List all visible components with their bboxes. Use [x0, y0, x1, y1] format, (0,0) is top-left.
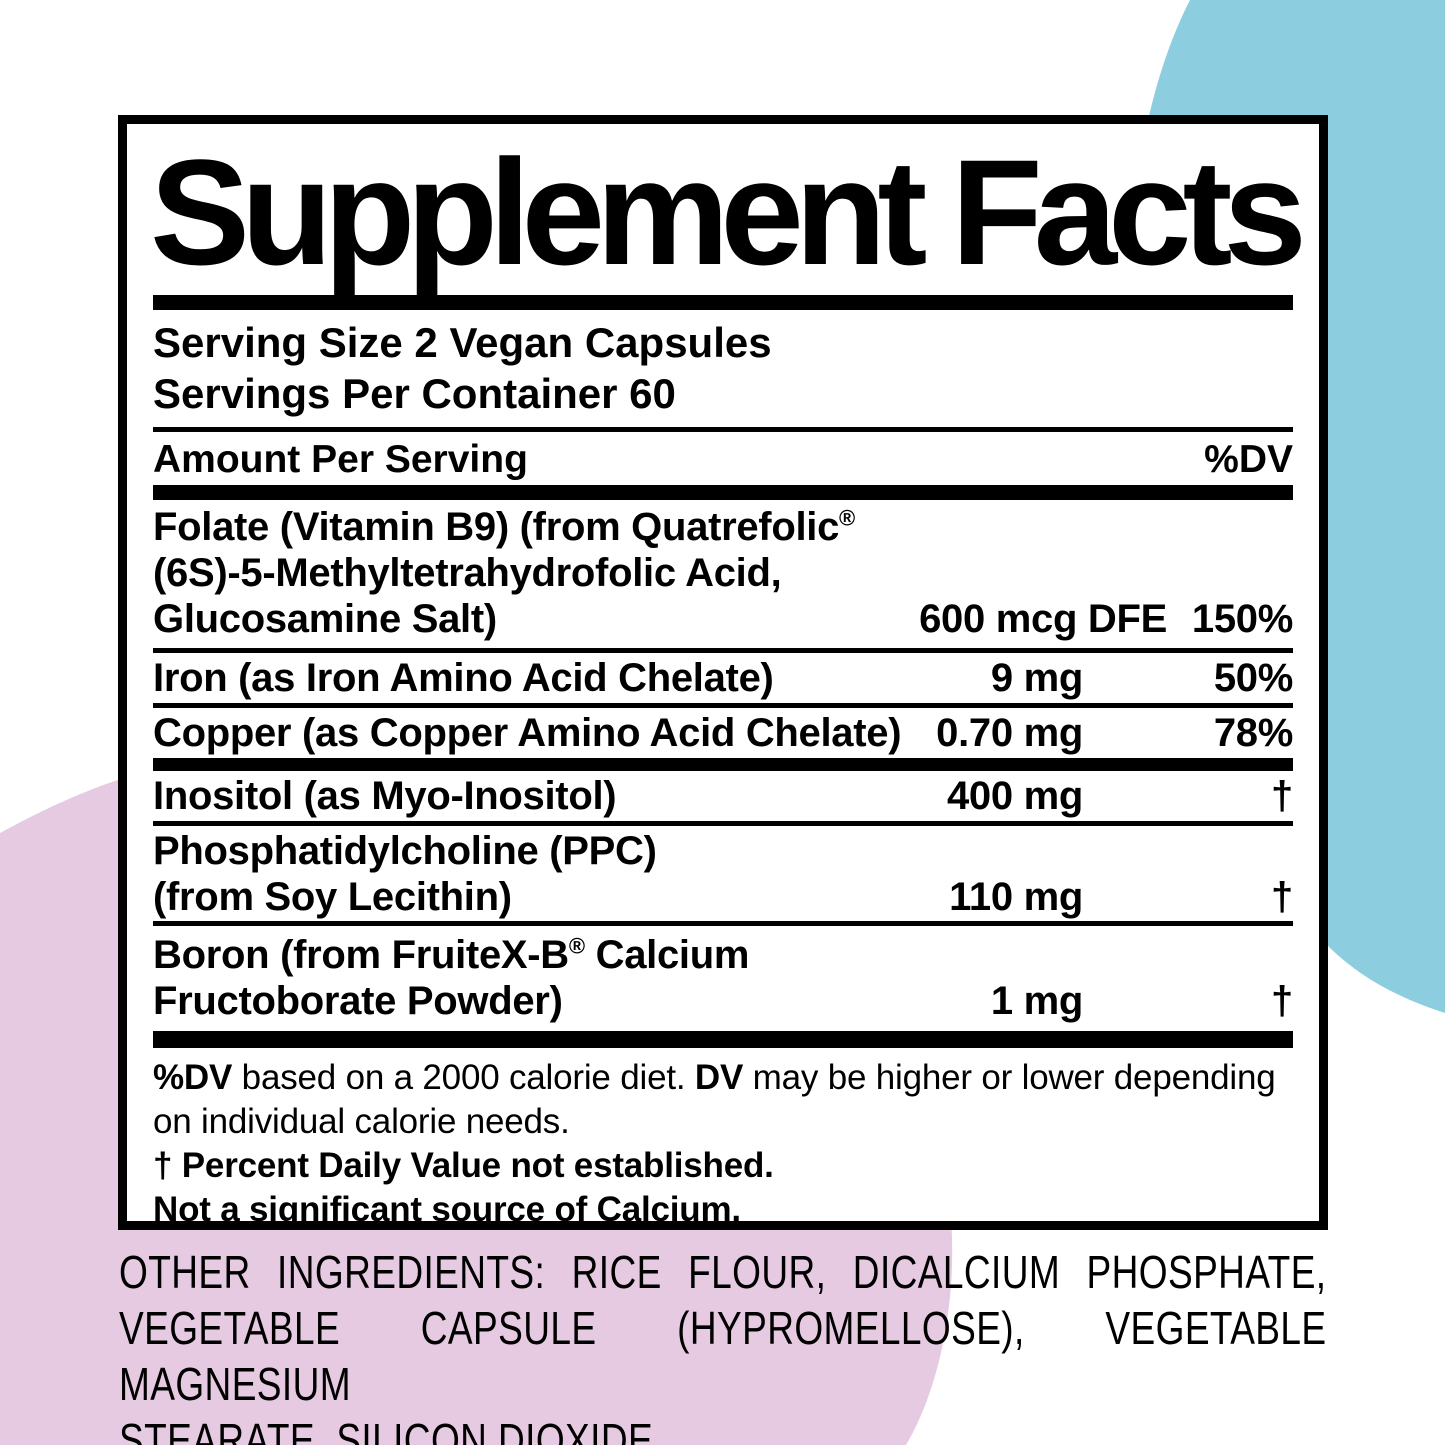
nutrient-amount: 110 mg	[949, 875, 1083, 919]
nutrient-dv: †	[1271, 875, 1293, 919]
percent-dv-header: %DV	[1204, 438, 1293, 481]
divider-thick	[153, 1031, 1293, 1048]
other-ingredients-line: STEARATE, SILICON DIOXIDE.	[119, 1414, 664, 1445]
nutrient-name: Iron (as Iron Amino Acid Chelate)	[153, 655, 991, 701]
nutrient-name: Folate (Vitamin B9) (from Quatrefolic® (…	[153, 504, 919, 642]
divider	[153, 821, 1293, 826]
dagger-footnote: † Percent Daily Value not established.	[153, 1146, 774, 1185]
other-ingredients-line: OTHER INGREDIENTS: RICE FLOUR, DICALCIUM…	[119, 1246, 1327, 1298]
nutrient-amount: 600 mcg DFE	[919, 597, 1167, 641]
footnotes: %DV based on a 2000 calorie diet. DV may…	[153, 1048, 1293, 1229]
nutrient-dv: †	[1271, 774, 1293, 818]
nutrient-row-copper: Copper (as Copper Amino Acid Chelate) 0.…	[153, 708, 1293, 758]
nutrient-name-line: (from Soy Lecithin)	[153, 875, 512, 919]
divider	[153, 921, 1293, 926]
nutrient-row-iron: Iron (as Iron Amino Acid Chelate) 9 mg 5…	[153, 653, 1293, 703]
registered-mark: ®	[568, 933, 585, 959]
nutrient-amount: 400 mg	[946, 774, 1083, 818]
nutrient-name: Boron (from FruiteX-B® Calcium Fructobor…	[153, 932, 991, 1024]
servings-per-container: Servings Per Container 60	[153, 370, 676, 417]
nutrient-name: Inositol (as Myo-Inositol)	[153, 773, 947, 819]
divider	[153, 648, 1293, 653]
nutrient-dv: †	[1271, 979, 1293, 1023]
nutrient-amount: 9 mg	[990, 656, 1083, 700]
nutrient-name-line: Phosphatidylcholine (PPC)	[153, 829, 657, 873]
divider-thick	[153, 758, 1293, 771]
nutrient-name-line: Inositol (as Myo-Inositol)	[153, 774, 617, 818]
nutrient-row-inositol: Inositol (as Myo-Inositol) 400 mg †	[153, 771, 1293, 821]
divider-thick	[153, 485, 1293, 500]
nutrient-dv: 50%	[1213, 656, 1293, 700]
divider-under-title	[153, 295, 1293, 310]
column-header-row: Amount Per Serving %DV	[153, 432, 1293, 485]
nutrient-name: Phosphatidylcholine (PPC) (from Soy Leci…	[153, 828, 949, 920]
nutrient-name-line: Fructoborate Powder)	[153, 979, 563, 1023]
serving-info: Serving Size 2 Vegan Capsules Servings P…	[153, 317, 1293, 419]
nutrient-amount: 0.70 mg	[936, 711, 1083, 755]
nutrient-row-phosphatidylcholine: Phosphatidylcholine (PPC) (from Soy Leci…	[153, 826, 1293, 921]
other-ingredients: OTHER INGREDIENTS: RICE FLOUR, DICALCIUM…	[119, 1244, 1327, 1445]
nutrient-name-line: Folate (Vitamin B9) (from Quatrefolic®	[153, 505, 855, 549]
dv-footnote: %DV based on a 2000 calorie diet. DV may…	[153, 1058, 1276, 1141]
nutrient-name-line: Glucosamine Salt)	[153, 597, 497, 641]
nutrient-name-line: Boron (from FruiteX-B® Calcium	[153, 933, 750, 977]
nutrient-name: Copper (as Copper Amino Acid Chelate)	[153, 710, 936, 756]
nutrient-row-folate: Folate (Vitamin B9) (from Quatrefolic® (…	[153, 500, 1293, 648]
nutrient-name-line: Iron (as Iron Amino Acid Chelate)	[153, 656, 774, 700]
nutrient-dv: 78%	[1213, 711, 1293, 755]
calcium-footnote: Not a significant source of Calcium.	[153, 1190, 741, 1229]
nutrient-name-line: Copper (as Copper Amino Acid Chelate)	[153, 711, 902, 755]
nutrient-name-line: (6S)-5-Methyltetrahydrofolic Acid,	[153, 551, 782, 595]
nutrient-row-boron: Boron (from FruiteX-B® Calcium Fructobor…	[153, 926, 1293, 1031]
serving-size: Serving Size 2 Vegan Capsules	[153, 319, 772, 366]
amount-per-serving-header: Amount Per Serving	[153, 438, 528, 481]
panel-title: Supplement Facts	[150, 128, 1307, 296]
divider	[153, 427, 1293, 432]
supplement-facts-panel: Supplement Facts Serving Size 2 Vegan Ca…	[118, 115, 1328, 1230]
divider	[153, 703, 1293, 708]
other-ingredients-line: VEGETABLE CAPSULE (HYPROMELLOSE), VEGETA…	[119, 1302, 1327, 1410]
nutrient-amount: 1 mg	[990, 979, 1083, 1023]
registered-mark: ®	[839, 505, 855, 531]
nutrient-dv: 150%	[1191, 597, 1293, 641]
